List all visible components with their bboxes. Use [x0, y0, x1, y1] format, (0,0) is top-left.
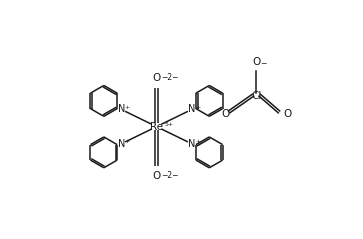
- Text: O: O: [221, 109, 229, 119]
- Text: Cl: Cl: [251, 91, 261, 101]
- Text: +: +: [195, 139, 200, 144]
- Text: N: N: [188, 139, 195, 149]
- Text: −2−: −2−: [161, 171, 178, 180]
- Text: N: N: [118, 139, 125, 149]
- Text: −2−: −2−: [161, 73, 178, 82]
- Text: Re: Re: [150, 122, 163, 132]
- Text: O: O: [152, 73, 161, 83]
- Text: +: +: [125, 139, 130, 144]
- Text: −: −: [260, 59, 266, 68]
- Text: O: O: [152, 171, 161, 181]
- Text: N: N: [118, 104, 125, 114]
- Text: +: +: [125, 105, 130, 109]
- Text: O: O: [283, 109, 291, 119]
- Text: O: O: [252, 57, 261, 67]
- Text: 5+: 5+: [164, 122, 173, 127]
- Text: N: N: [188, 104, 195, 114]
- Text: +: +: [195, 105, 200, 109]
